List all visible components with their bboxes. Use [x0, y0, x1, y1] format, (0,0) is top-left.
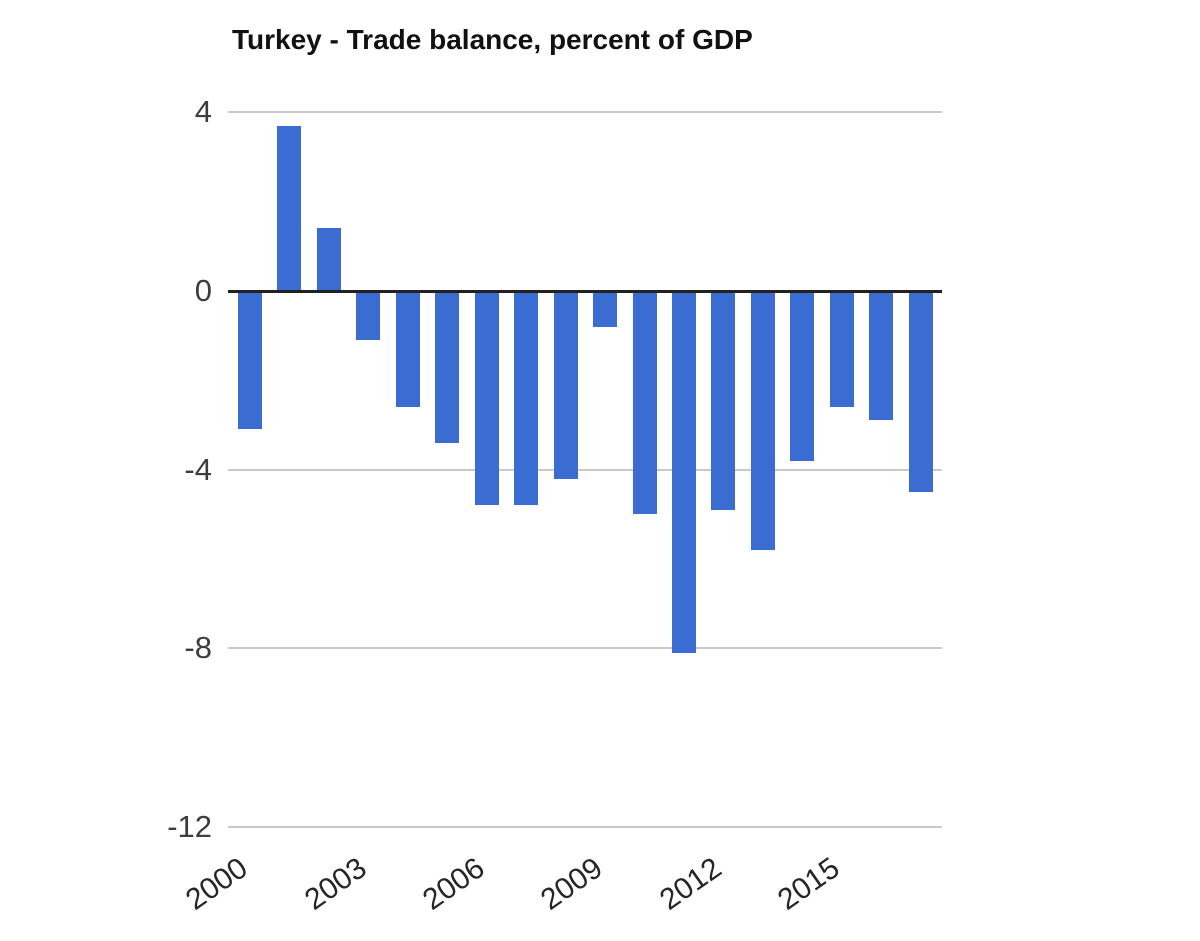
bar-2000[interactable] — [238, 291, 262, 430]
bar-2013[interactable] — [750, 291, 775, 550]
y-axis-label--4: -4 — [184, 451, 212, 487]
bar-2016[interactable] — [869, 291, 894, 421]
bar-2005[interactable] — [435, 291, 460, 443]
gridline-y--8 — [228, 647, 942, 650]
y-axis-label--12: -12 — [167, 808, 212, 844]
gridline-y--12 — [228, 825, 942, 828]
gridline-y-4 — [228, 111, 942, 114]
y-axis-label-0: 0 — [194, 273, 212, 308]
bar-2006[interactable] — [474, 291, 499, 506]
bar-2011[interactable] — [671, 291, 696, 653]
y-axis-label-4: 4 — [194, 94, 212, 130]
x-axis-label-2006: 2006 — [416, 851, 491, 917]
x-axis-label-2009: 2009 — [535, 851, 609, 917]
x-axis-label-2000: 2000 — [180, 851, 254, 917]
bar-2015[interactable] — [829, 291, 854, 408]
bar-2012[interactable] — [711, 291, 736, 510]
bar-2008[interactable] — [553, 291, 578, 479]
chart-title: Turkey - Trade balance, percent of GDP — [232, 24, 753, 55]
x-axis-label-2012: 2012 — [653, 851, 728, 917]
bar-2017[interactable] — [908, 291, 933, 492]
gridline-y--4 — [228, 468, 942, 471]
bar-2003[interactable] — [356, 291, 381, 341]
bar-2007[interactable] — [514, 291, 539, 506]
zero-axis-line — [228, 289, 942, 293]
bar-2009[interactable] — [593, 291, 618, 327]
bar-2002[interactable] — [316, 228, 341, 291]
bar-2004[interactable] — [395, 291, 420, 408]
x-axis-label-2003: 2003 — [298, 851, 373, 917]
y-axis-label--8: -8 — [184, 630, 212, 666]
bar-2014[interactable] — [790, 291, 815, 461]
bar-2010[interactable] — [632, 291, 657, 515]
x-axis-label-2015: 2015 — [771, 851, 846, 917]
bar-2001[interactable] — [277, 125, 302, 291]
